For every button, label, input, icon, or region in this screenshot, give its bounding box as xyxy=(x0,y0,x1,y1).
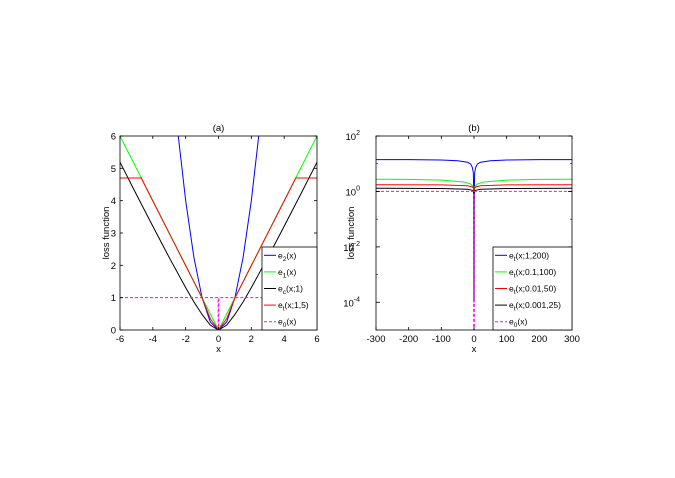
y-tick-label: 3 xyxy=(111,229,116,240)
legend-label: e1(x) xyxy=(278,267,296,280)
y-tick-label: 6 xyxy=(111,132,116,143)
panel-b: -300 -200 -100 0 100 200 300 102 100 10-2 10-4 (b) x… xyxy=(343,123,580,355)
series-line-3 xyxy=(120,177,317,330)
legend-label: et(x;1,200) xyxy=(509,250,549,263)
legend-label: ec(x;1) xyxy=(278,284,303,297)
chart-title: (a) xyxy=(213,123,225,134)
legend-label: et(x;0.01,50) xyxy=(509,284,556,297)
x-tick-label: -300 xyxy=(366,334,385,345)
y-tick-label: 2 xyxy=(111,261,116,272)
y-axis-label: loss function xyxy=(346,207,357,260)
x-axis-label: x xyxy=(472,344,477,355)
x-tick-label: -4 xyxy=(149,334,157,345)
y-axis-label: loss function xyxy=(101,207,112,260)
legend-label: et(x;0.1,100) xyxy=(509,267,556,280)
x-tick-label: 0 xyxy=(471,334,476,345)
series-line-0 xyxy=(177,136,260,330)
x-tick-label: -200 xyxy=(399,334,418,345)
chart-title: (b) xyxy=(468,123,480,134)
x-tick-label: -100 xyxy=(432,334,451,345)
x-tick-label: 200 xyxy=(531,334,547,345)
y-tick-label: 5 xyxy=(111,164,116,175)
series-group xyxy=(376,159,572,330)
legend-label: e2(x) xyxy=(278,250,296,263)
y-tick-label: 10-2 xyxy=(343,241,360,254)
y-tick-label: 4 xyxy=(111,196,116,207)
series-line-4 xyxy=(376,190,572,330)
x-tick-label: 6 xyxy=(314,334,319,345)
x-tick-label: 0 xyxy=(216,334,221,345)
y-tick-label: 10-4 xyxy=(343,296,360,309)
legend-label: e0(x) xyxy=(509,317,527,330)
legend-label: et(x;1,5) xyxy=(278,300,309,313)
x-tick-label: 300 xyxy=(564,334,580,345)
legend: et(x;1,200) et(x;0.1,100) et(x;0.01,50) et(… xyxy=(492,246,573,331)
legend: e2(x) e1(x) ec(x;1) et(x;1,5) e0(x) xyxy=(261,246,318,331)
y-tick-label: 102 xyxy=(346,130,361,143)
y-tick-label: 0 xyxy=(111,326,116,337)
legend-label: et(x;0.001,25) xyxy=(509,300,561,313)
x-tick-label: -6 xyxy=(116,334,124,345)
y-tick-label: 100 xyxy=(346,185,361,198)
x-tick-label: 4 xyxy=(282,334,287,345)
legend-label: e0(x) xyxy=(278,317,296,330)
y-tick-label: 1 xyxy=(111,293,116,304)
x-axis-label: x xyxy=(216,344,221,355)
x-tick-label: -2 xyxy=(181,334,189,345)
x-tick-label: 2 xyxy=(249,334,254,345)
x-tick-label: 100 xyxy=(499,334,515,345)
series-line-4 xyxy=(120,297,317,330)
series-line-3 xyxy=(376,187,572,303)
